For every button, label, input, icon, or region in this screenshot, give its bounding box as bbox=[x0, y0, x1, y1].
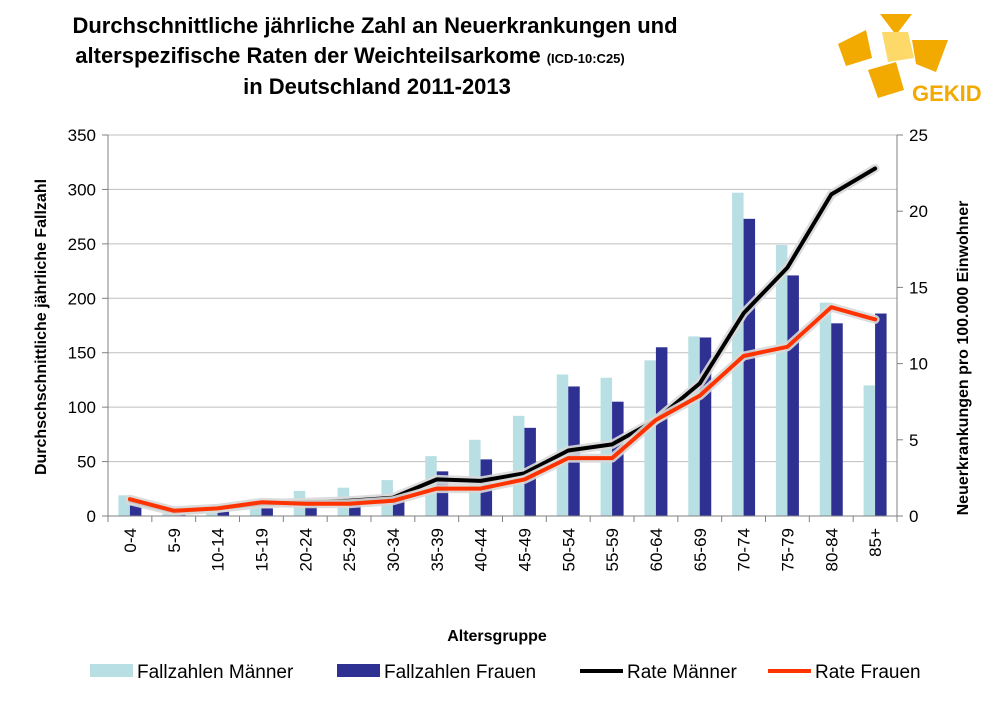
y2-tick-label: 10 bbox=[909, 355, 928, 374]
category-label: 35-39 bbox=[428, 528, 447, 571]
category-label: 0-4 bbox=[121, 528, 140, 553]
bar-maenner-65-69 bbox=[688, 336, 700, 516]
category-label: 20-24 bbox=[296, 528, 315, 571]
bar-frauen-70-74 bbox=[743, 218, 756, 516]
line-rate-frauen bbox=[127, 305, 878, 513]
bar-maenner-85+ bbox=[863, 385, 876, 516]
left-axis-ticks: 0 50 100 150 200 250 300 350 bbox=[68, 126, 96, 526]
logo-shape-4 bbox=[868, 62, 904, 98]
bar-frauen-0-4 bbox=[129, 505, 142, 516]
category-label: 85+ bbox=[866, 528, 885, 557]
y2-tick-label: 20 bbox=[909, 202, 928, 221]
gekid-logo: GEKID bbox=[838, 14, 982, 106]
logo-text: GEKID bbox=[912, 81, 982, 106]
category-label: 10-14 bbox=[209, 528, 228, 571]
logo-shape-5 bbox=[882, 32, 914, 62]
category-label: 65-69 bbox=[691, 528, 710, 571]
category-labels: 0-4 5-9 10-14 15-19 20-24 25-29 30-34 35-39 40-4… bbox=[121, 528, 885, 572]
y2-tick-label: 0 bbox=[909, 507, 918, 526]
y-tick-label: 300 bbox=[68, 180, 96, 199]
legend-swatch bbox=[337, 664, 380, 677]
bar-maenner-0-4 bbox=[118, 495, 130, 516]
y2-axis-title: Neuerkrankungen pro 100.000 Einwohner bbox=[955, 201, 972, 516]
bar-frauen-35-39 bbox=[436, 471, 449, 516]
legend-item: Fallzahlen Männer bbox=[90, 662, 294, 683]
x-axis-title: Altersgruppe bbox=[447, 628, 547, 645]
right-axis-ticks: 0 5 10 15 20 25 bbox=[909, 126, 928, 526]
bar-maenner-15-19 bbox=[249, 504, 262, 516]
line-rate-maenner bbox=[127, 166, 878, 514]
legend: Fallzahlen Männer Fallzahlen Frauen Rate M… bbox=[90, 662, 921, 683]
title-line-2-main: alterspezifische Raten der Weichteilsark… bbox=[75, 43, 540, 68]
line-glow bbox=[125, 302, 880, 516]
category-label: 50-54 bbox=[559, 528, 578, 571]
y-tick-label: 0 bbox=[87, 507, 96, 526]
bar-frauen-10-14 bbox=[217, 511, 230, 516]
category-label: 55-59 bbox=[603, 528, 622, 571]
category-label: 15-19 bbox=[252, 528, 271, 571]
y-tick-label: 100 bbox=[68, 398, 96, 417]
category-label: 60-64 bbox=[647, 528, 666, 571]
gridlines bbox=[108, 134, 897, 463]
logo-shape-3 bbox=[912, 40, 948, 72]
y2-tick-label: 5 bbox=[909, 431, 918, 450]
category-label: 70-74 bbox=[735, 528, 754, 571]
title-line-2: alterspezifische Raten der Weichteilsark… bbox=[75, 43, 624, 68]
title-line-1: Durchschnittliche jährliche Zahl an Neue… bbox=[72, 13, 677, 38]
logo-shape-2 bbox=[838, 30, 872, 66]
chart-title: Durchschnittliche jährliche Zahl an Neue… bbox=[72, 13, 677, 99]
bar-frauen-30-34 bbox=[392, 497, 405, 516]
y2-tick-label: 15 bbox=[909, 278, 928, 297]
bar-frauen-60-64 bbox=[655, 347, 668, 516]
legend-label: Rate Männer bbox=[627, 662, 738, 683]
legend-swatch bbox=[90, 664, 133, 677]
legend-item: Rate Männer bbox=[580, 662, 738, 683]
title-code: (ICD-10:C25) bbox=[547, 51, 625, 66]
bar-frauen-85+ bbox=[875, 313, 887, 516]
bar-frauen-65-69 bbox=[699, 337, 712, 516]
category-label: 40-44 bbox=[472, 528, 491, 571]
category-label: 25-29 bbox=[340, 528, 359, 571]
title-line-3: in Deutschland 2011-2013 bbox=[243, 74, 511, 99]
y2-tick-label: 25 bbox=[909, 126, 928, 145]
legend-label: Fallzahlen Frauen bbox=[384, 662, 536, 683]
y-axis-title: Durchschschnittliche jährliche Fallzahl bbox=[33, 179, 50, 475]
y-tick-label: 50 bbox=[77, 453, 96, 472]
bar-maenner-75-79 bbox=[775, 244, 788, 516]
bar-maenner-5-9 bbox=[162, 513, 174, 516]
category-label: 30-34 bbox=[384, 528, 403, 571]
legend-item: Fallzahlen Frauen bbox=[337, 662, 536, 683]
rate-lines bbox=[125, 164, 880, 516]
y-tick-label: 250 bbox=[68, 235, 96, 254]
bar-frauen-75-79 bbox=[787, 275, 799, 516]
bar-maenner-45-49 bbox=[512, 415, 525, 516]
bar-frauen-80-84 bbox=[831, 323, 843, 516]
axes bbox=[102, 134, 903, 522]
legend-label: Rate Frauen bbox=[815, 662, 921, 683]
bar-maenner-80-84 bbox=[819, 302, 832, 516]
category-label: 5-9 bbox=[165, 528, 184, 553]
category-label: 45-49 bbox=[515, 528, 534, 571]
bar-maenner-50-54 bbox=[556, 374, 569, 516]
y-tick-label: 150 bbox=[68, 344, 96, 363]
y-tick-label: 350 bbox=[68, 126, 96, 145]
bar-maenner-60-64 bbox=[644, 360, 656, 516]
y-tick-label: 200 bbox=[68, 289, 96, 308]
bar-maenner-70-74 bbox=[732, 192, 744, 517]
legend-label: Fallzahlen Männer bbox=[137, 662, 294, 683]
category-label: 80-84 bbox=[822, 528, 841, 571]
bar-frauen-25-29 bbox=[349, 501, 361, 516]
bar-frauen-15-19 bbox=[261, 508, 273, 516]
legend-item: Rate Frauen bbox=[768, 662, 921, 683]
logo-shape-1 bbox=[880, 14, 912, 35]
category-label: 75-79 bbox=[778, 528, 797, 571]
line-glow bbox=[125, 164, 880, 516]
